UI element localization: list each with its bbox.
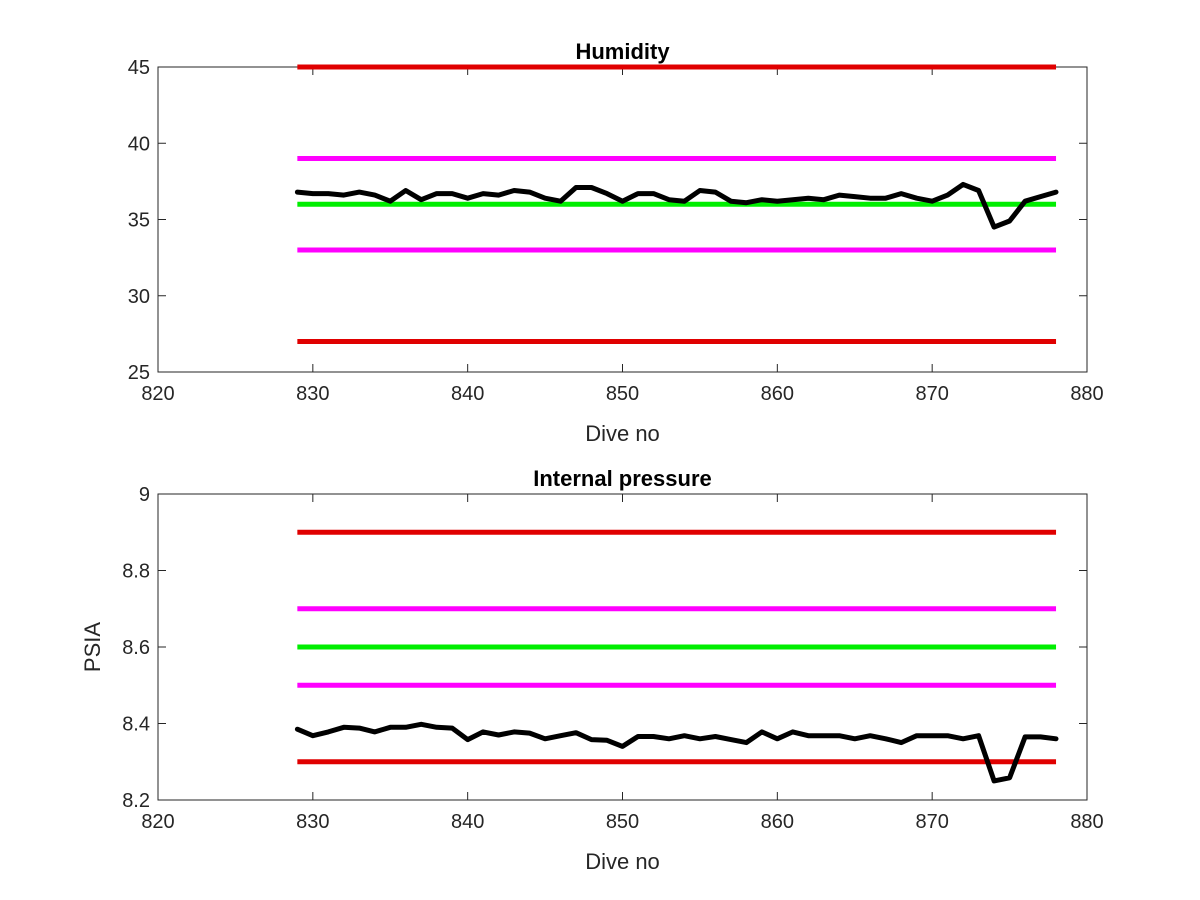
- y-tick-label: 40: [128, 133, 150, 155]
- x-tick-label: 860: [761, 383, 794, 405]
- data-series-line: [294, 721, 1059, 784]
- x-tick-label: 830: [296, 811, 329, 833]
- y-tick-label: 9: [139, 484, 150, 506]
- x-tick-label: 830: [296, 383, 329, 405]
- x-tick-label: 820: [141, 811, 174, 833]
- y-tick-label: 8.8: [122, 561, 150, 583]
- y-tick-label: 8.6: [122, 637, 150, 659]
- y-tick-label: 45: [128, 57, 150, 79]
- humidity-chart: 820 830 840 850 860 870 880 25 30 35 40 45 Humidity D…: [128, 39, 1104, 446]
- x-axis-label: Dive no: [585, 849, 660, 874]
- x-tick-label: 860: [761, 811, 794, 833]
- x-tick-label: 870: [915, 811, 948, 833]
- chart-title: Internal pressure: [533, 466, 712, 491]
- x-tick-label: 840: [451, 811, 484, 833]
- y-tick-label: 30: [128, 286, 150, 308]
- plot-area: [157, 66, 1088, 373]
- x-tick-label: 880: [1070, 383, 1103, 405]
- x-tick-label: 840: [451, 383, 484, 405]
- data-series-line: [294, 181, 1059, 230]
- y-tick-label: 35: [128, 210, 150, 232]
- y-tick-label: 25: [128, 362, 150, 384]
- x-tick-label: 820: [141, 383, 174, 405]
- x-axis-label: Dive no: [585, 421, 660, 446]
- x-tick-label: 850: [606, 811, 639, 833]
- y-axis-label: PSIA: [80, 622, 105, 672]
- y-tick-label: 8.4: [122, 714, 150, 736]
- internal-pressure-chart: 820 830 840 850 860 870 880 8.2 8.4 8.6 8.8 9 Intern…: [80, 466, 1104, 874]
- y-tick-label: 8.2: [122, 790, 150, 812]
- x-tick-label: 850: [606, 383, 639, 405]
- x-tick-label: 880: [1070, 811, 1103, 833]
- chart-title: Humidity: [575, 39, 670, 64]
- x-tick-label: 870: [915, 383, 948, 405]
